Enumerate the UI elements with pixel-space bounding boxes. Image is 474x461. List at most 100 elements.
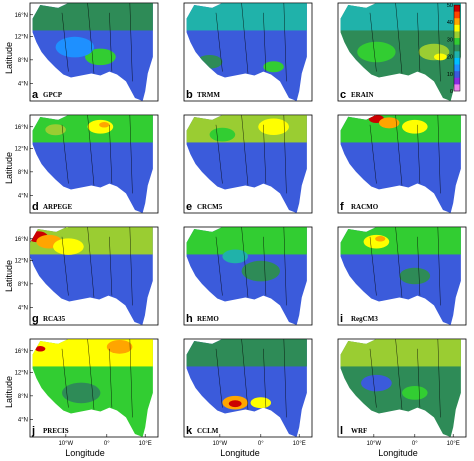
country-border: [437, 226, 441, 306]
field-blob: [263, 61, 284, 73]
country-border: [369, 236, 377, 296]
country-border: [109, 236, 113, 296]
y-axis-label: Latitude: [4, 152, 14, 184]
y-tick-label: 8°N: [18, 170, 28, 176]
panel-name: TRMM: [197, 91, 220, 99]
colorbar-swatch: [454, 64, 460, 72]
panel-letter: a: [32, 89, 39, 101]
map-panel-k: 10°W 0° 10°E k CCLM: [183, 338, 313, 447]
map-panel-h: h REMO: [183, 226, 313, 326]
panel-name: CRCM5: [197, 203, 223, 211]
panel-letter: d: [32, 201, 39, 213]
x-tick-label: 10°E: [447, 441, 460, 447]
field-blob: [106, 339, 133, 354]
country-border: [283, 114, 287, 194]
panel-name: RCA35: [43, 315, 66, 323]
field-blob: [250, 397, 272, 409]
country-border: [109, 12, 113, 72]
field-blob: [209, 127, 236, 142]
y-tick-label: 8°N: [18, 58, 28, 64]
country-border: [369, 12, 377, 72]
country-border: [241, 338, 249, 410]
x-tick-label: 10°W: [58, 441, 73, 447]
country-border: [283, 338, 287, 418]
field-north-band: [340, 115, 461, 143]
y-tick-label: 16°N: [15, 237, 28, 243]
country-border: [263, 348, 267, 408]
country-border: [215, 236, 223, 296]
country-border: [241, 114, 249, 186]
x-axis-label: Longitude: [378, 448, 418, 458]
country-border: [417, 348, 421, 408]
country-border: [61, 124, 69, 184]
panel-letter: g: [32, 313, 39, 325]
panel-name: ARPEGE: [43, 203, 73, 211]
x-tick-label: 0°: [104, 441, 110, 447]
country-border: [263, 12, 267, 72]
land-field: [30, 227, 153, 325]
country-border: [417, 236, 421, 296]
field-blob: [99, 122, 110, 128]
panel-name: RegCM3: [351, 315, 378, 323]
country-border: [437, 114, 441, 194]
field-blob: [45, 124, 66, 136]
y-tick-label: 12°N: [15, 146, 28, 152]
field-blob: [399, 267, 431, 285]
colorbar-tick-label: 20: [447, 55, 453, 61]
colorbar-swatch: [454, 71, 460, 79]
country-border: [437, 2, 441, 82]
x-tick-label: 10°E: [139, 441, 152, 447]
country-border: [61, 236, 69, 296]
colorbar: 0 10 20 30 40 50: [447, 3, 461, 95]
country-border: [129, 338, 133, 418]
x-tick-label: 10°E: [293, 441, 306, 447]
y-axis-label: Latitude: [4, 42, 14, 74]
country-border: [395, 2, 403, 74]
map-panel-c: c ERAIN: [337, 2, 467, 102]
field-blob: [363, 234, 390, 249]
panel-letter: e: [186, 201, 192, 213]
panel-letter: f: [340, 201, 344, 213]
map-panel-f: f RACMO: [337, 114, 467, 214]
country-border: [395, 114, 403, 186]
country-border: [109, 348, 113, 408]
panel-name: REMO: [197, 315, 219, 323]
panel-letter: j: [31, 425, 35, 437]
y-tick-label: 4°N: [18, 81, 28, 87]
country-border: [109, 124, 113, 184]
y-tick-label: 8°N: [18, 394, 28, 400]
colorbar-swatch: [454, 77, 460, 85]
y-tick-label: 12°N: [15, 34, 28, 40]
country-border: [129, 226, 133, 306]
map-panel-b: b TRMM: [183, 2, 313, 102]
colorbar-swatch: [454, 44, 460, 52]
colorbar-tick-label: 40: [447, 20, 453, 26]
field-north-band: [186, 227, 307, 255]
colorbar-frame: [453, 4, 461, 92]
field-north-band: [186, 3, 307, 31]
panel-name: CCLM: [197, 427, 219, 435]
field-north-band: [186, 115, 307, 143]
field-north-band: [340, 227, 461, 255]
x-axis-label: Longitude: [65, 448, 105, 458]
field-blob: [222, 249, 248, 264]
field-north-band: [32, 339, 153, 367]
country-border: [241, 226, 249, 298]
country-border: [87, 2, 95, 74]
x-axis-label: Longitude: [220, 448, 260, 458]
field-blob: [375, 236, 386, 242]
field-blob: [357, 41, 396, 63]
colorbar-tick-label: 50: [447, 3, 453, 9]
x-tick-label: 0°: [412, 441, 418, 447]
country-border: [417, 12, 421, 72]
land-field: [186, 339, 307, 437]
colorbar-swatch: [454, 38, 460, 45]
country-border: [87, 114, 95, 186]
colorbar-swatch: [454, 18, 460, 26]
field-north-band: [186, 339, 307, 367]
y-tick-label: 12°N: [15, 258, 28, 264]
field-blob: [258, 118, 289, 135]
country-border: [369, 124, 377, 184]
field-north-band: [340, 3, 461, 31]
